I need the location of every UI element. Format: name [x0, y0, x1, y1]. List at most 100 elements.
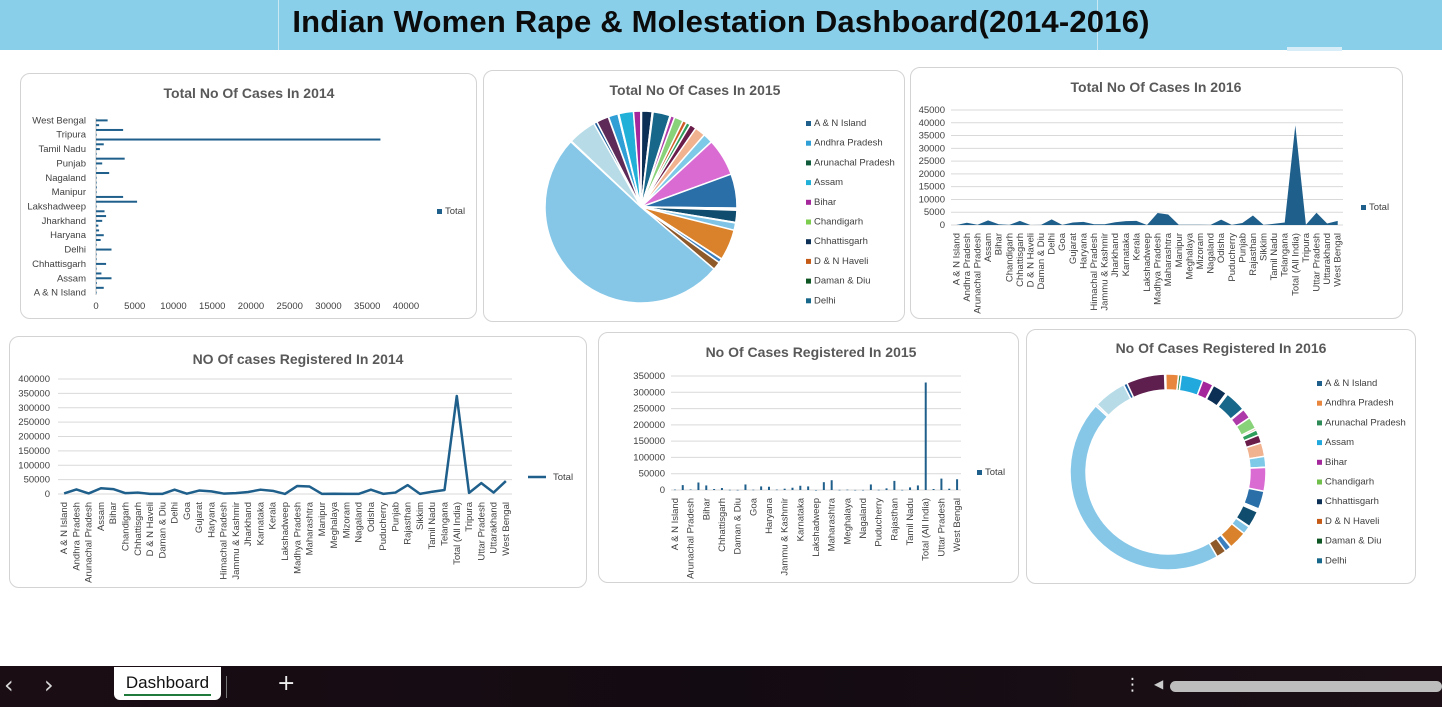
- y-tick-label: 40000: [919, 118, 945, 129]
- bar-kerala: [96, 210, 105, 213]
- legend-swatch: [1317, 558, 1322, 564]
- slice-17: [1248, 455, 1267, 469]
- bar-nagaland: [96, 176, 97, 179]
- bar-lakshadweep: [815, 489, 817, 491]
- x-tick-label: Rajasthan: [1248, 233, 1259, 276]
- y-tick-label: 200000: [18, 432, 50, 443]
- legend-label: A & N Island: [814, 118, 866, 129]
- bar-arunachal-pradesh: [96, 282, 97, 285]
- legend-label: Total: [445, 206, 465, 217]
- x-tick-label: Chandigarh: [1004, 233, 1015, 282]
- line-series: [63, 394, 507, 496]
- x-tick-label: Tamil Nadu: [1269, 233, 1280, 281]
- x-tick-label: Maharashtra: [827, 497, 838, 551]
- legend-label: Delhi: [814, 295, 836, 306]
- horizontal-scrollbar[interactable]: [1170, 681, 1442, 692]
- y-tick-label: Nagaland: [45, 173, 86, 184]
- bar-a-n-island: [96, 291, 97, 294]
- bar-haryana: [767, 486, 770, 490]
- chart-title: NO Of cases Registered In 2014: [193, 351, 404, 367]
- chart-card-total-2015[interactable]: Total No Of Cases In 2015 A & N Island And…: [483, 70, 905, 322]
- x-tick-label: Karnataka: [1121, 232, 1132, 276]
- bar-sikkim: [901, 489, 904, 491]
- x-tick-label: Bihar: [108, 502, 119, 524]
- bar-delhi: [744, 484, 747, 490]
- x-tick-label: 15000: [199, 301, 225, 312]
- chart-card-total-2016[interactable]: Total No Of Cases In 2016 0 5000 10000 15000…: [910, 67, 1403, 319]
- x-tick-label: Sikkim: [415, 502, 426, 530]
- x-tick-label: Delhi: [170, 502, 181, 524]
- x-tick-label: Nagaland: [1206, 233, 1217, 274]
- legend-label: Delhi: [1325, 555, 1347, 566]
- legend-label: D & N Haveli: [814, 256, 868, 267]
- bar-kerala: [807, 486, 810, 490]
- y-tick-label: 0: [940, 220, 945, 231]
- bar-punjab: [885, 488, 888, 490]
- bar-jharkhand: [791, 487, 794, 490]
- bar-daman-diu: [96, 253, 97, 256]
- chart-svg: No Of Cases Registered In 2015 0 50000 1000…: [633, 344, 1005, 579]
- legend-label: Andhra Pradesh: [1325, 398, 1394, 409]
- bar-telangana: [916, 485, 919, 490]
- legend-swatch: [806, 121, 811, 126]
- prev-sheet-button[interactable]: ‹: [4, 671, 14, 699]
- y-tick-label: 400000: [18, 374, 50, 385]
- chart-card-registered-2016[interactable]: No Of Cases Registered In 2016 A & N Isla…: [1026, 329, 1416, 584]
- legend-label: Arunachal Pradesh: [814, 157, 895, 168]
- x-tick-label: 10000: [160, 301, 186, 312]
- x-tick-label: D & N Haveli: [145, 502, 156, 556]
- x-tick-label: Jharkhand: [243, 502, 254, 546]
- x-tick-label: Goa: [748, 497, 759, 516]
- chart-svg: NO Of cases Registered In 2014 0 50000 1000…: [18, 351, 573, 583]
- chart-card-registered-2014[interactable]: NO Of cases Registered In 2014 0 50000 1000…: [9, 336, 587, 588]
- x-tick-label: 5000: [124, 301, 145, 312]
- x-tick-label: West Bengal: [952, 498, 963, 552]
- x-tick-label: 0: [93, 301, 98, 312]
- next-sheet-button[interactable]: ›: [44, 671, 54, 699]
- chart-card-total-2014[interactable]: Total No Of Cases In 2014 0 5000 10000 15000…: [20, 73, 477, 319]
- x-tick-label: Arunachal Pradesh: [972, 233, 983, 314]
- bar-assam: [96, 277, 112, 280]
- y-tick-label: Assam: [57, 273, 86, 284]
- x-tick-label: Himachal Pradesh: [1089, 233, 1100, 311]
- x-tick-label: Meghalaya: [842, 497, 853, 544]
- x-tick-label: Rajasthan: [403, 502, 414, 545]
- x-tick-label: Punjab: [390, 502, 401, 532]
- y-tick-label: 0: [660, 485, 665, 496]
- sheet-tab-dashboard[interactable]: Dashboard: [114, 667, 221, 700]
- y-tick-label: 250000: [18, 417, 50, 428]
- y-tick-label: 0: [45, 489, 50, 500]
- bar-tamil-nadu: [909, 487, 912, 490]
- dashboard-title: Indian Women Rape & Molestation Dashboar…: [292, 4, 1150, 39]
- legend-label: D & N Haveli: [1325, 516, 1379, 527]
- x-tick-label: Manipur: [1174, 233, 1185, 267]
- bar-meghalaya: [846, 489, 849, 491]
- x-tick-label: Tripura: [1301, 232, 1312, 262]
- bar-chhattisgarh: [96, 262, 107, 265]
- legend-label: A & N Island: [1325, 378, 1377, 389]
- x-tick-label: Nagaland: [354, 502, 365, 543]
- bar-haryana: [96, 234, 104, 237]
- scroll-left-icon[interactable]: ◀: [1154, 677, 1164, 691]
- chart-card-registered-2015[interactable]: No Of Cases Registered In 2015 0 50000 1000…: [598, 332, 1019, 583]
- y-tick-label: A & N Island: [34, 288, 86, 299]
- bar-lakshadweep: [96, 205, 97, 208]
- y-tick-label: 35000: [919, 131, 945, 142]
- more-options-icon[interactable]: ⋮: [1124, 675, 1141, 695]
- legend-swatch: [1317, 400, 1322, 406]
- bar-delhi: [96, 248, 112, 251]
- legend-swatch: [806, 239, 811, 245]
- legend-swatch: [977, 470, 982, 475]
- x-tick-label: Uttar Pradesh: [936, 498, 947, 557]
- add-sheet-button[interactable]: +: [277, 671, 296, 696]
- bar-himachal-pradesh: [96, 229, 100, 232]
- bar-meghalaya: [96, 186, 97, 189]
- x-tick-label: West Bengal: [501, 502, 512, 556]
- x-tick-label: 35000: [354, 301, 380, 312]
- legend-label: Assam: [814, 177, 843, 188]
- legend-swatch: [806, 278, 811, 284]
- bar-telangana: [96, 143, 104, 146]
- slice-19: [1247, 466, 1267, 493]
- y-tick-label: Tripura: [56, 130, 86, 141]
- x-tick-label: Jammu & Kashmir: [1100, 233, 1111, 311]
